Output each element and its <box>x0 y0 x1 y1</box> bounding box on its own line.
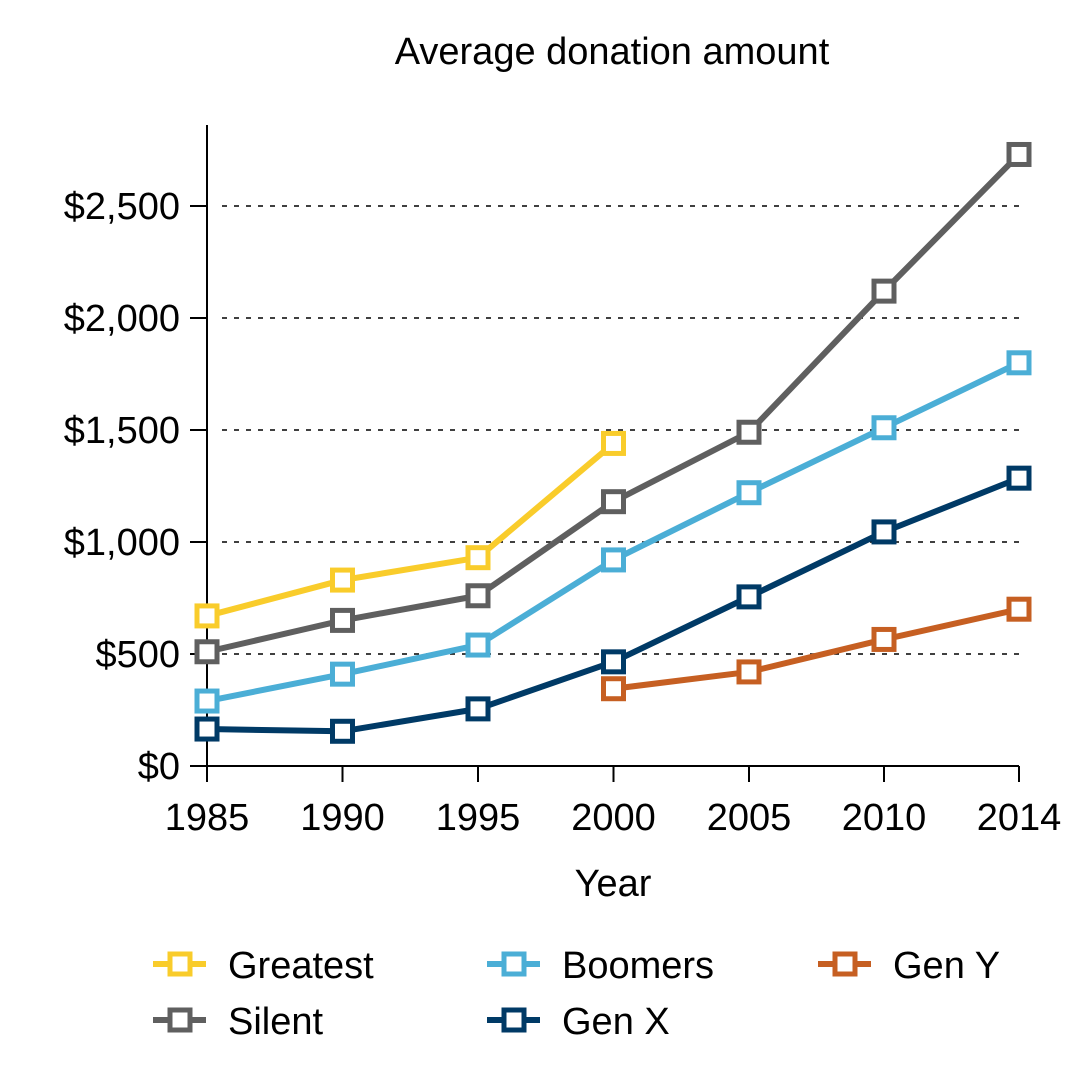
x-tick-label: 1995 <box>436 797 521 839</box>
legend-item: Silent <box>153 1001 323 1043</box>
x-tick-label: 1990 <box>300 797 385 839</box>
series-gen-x <box>194 465 1032 744</box>
legend-label: Gen X <box>562 1001 670 1043</box>
data-point <box>330 607 355 633</box>
data-point <box>601 547 626 573</box>
legend-marker <box>501 1007 527 1033</box>
legend-marker <box>167 1007 193 1033</box>
x-axis-label: Year <box>575 863 652 905</box>
y-tick-label: $0 <box>138 746 180 788</box>
series-line <box>206 152 1022 655</box>
series-group <box>194 141 1032 744</box>
data-point <box>601 489 626 515</box>
legend-item: Greatest <box>153 945 374 987</box>
axes: $0 $500 $1,000 $1,500 $2,000 $2,500 1985 1990 19… <box>64 125 1062 839</box>
legend-marker <box>501 951 527 977</box>
data-point <box>465 545 491 571</box>
data-point <box>601 649 626 675</box>
chart-title: Average donation amount <box>395 31 830 73</box>
data-point <box>601 430 626 456</box>
legend-marker <box>832 951 858 977</box>
data-point <box>736 419 762 445</box>
data-point <box>330 567 355 593</box>
data-point <box>1006 350 1032 376</box>
series-boomers <box>194 350 1032 714</box>
legend-label: Greatest <box>228 945 374 987</box>
legend-label: Gen Y <box>893 945 1000 987</box>
x-tick-label: 2014 <box>977 797 1062 839</box>
legend-item: Gen Y <box>818 945 1000 987</box>
data-point <box>1006 465 1032 491</box>
y-tick-label: $2,500 <box>64 186 180 228</box>
data-point <box>871 519 897 545</box>
series-line <box>613 606 1020 692</box>
y-tick-label: $1,500 <box>64 410 180 452</box>
data-point <box>871 626 897 652</box>
x-tick-label: 2005 <box>707 797 792 839</box>
data-point <box>194 639 220 665</box>
data-point <box>465 632 491 658</box>
series-gen-y <box>601 596 1032 702</box>
data-point <box>601 676 626 702</box>
x-tick-label: 2000 <box>571 797 656 839</box>
data-point <box>871 415 897 441</box>
series-line <box>206 441 616 619</box>
data-point <box>1006 141 1032 167</box>
data-point <box>736 584 762 610</box>
legend-label: Silent <box>228 1001 323 1043</box>
x-tick-label: 1985 <box>165 797 250 839</box>
data-point <box>194 688 220 714</box>
data-point <box>1006 596 1032 622</box>
legend-label: Boomers <box>562 945 714 987</box>
series-greatest <box>194 430 626 629</box>
data-point <box>736 659 762 685</box>
data-point <box>194 603 220 629</box>
x-tick-label: 2010 <box>842 797 927 839</box>
y-tick-label: $1,000 <box>64 522 180 564</box>
series-silent <box>194 141 1032 665</box>
data-point <box>871 278 897 304</box>
y-tick-label: $500 <box>95 634 180 676</box>
legend-item: Gen X <box>487 1001 670 1043</box>
data-point <box>330 718 355 744</box>
legend-marker <box>167 951 193 977</box>
data-point <box>736 480 762 506</box>
data-point <box>330 661 355 687</box>
y-tick-label: $2,000 <box>64 298 180 340</box>
data-point <box>194 716 220 742</box>
data-point <box>465 583 491 609</box>
legend: Greatest Silent Boomers Gen X Gen Y <box>153 945 1000 1043</box>
legend-item: Boomers <box>487 945 714 987</box>
data-point <box>465 696 491 722</box>
